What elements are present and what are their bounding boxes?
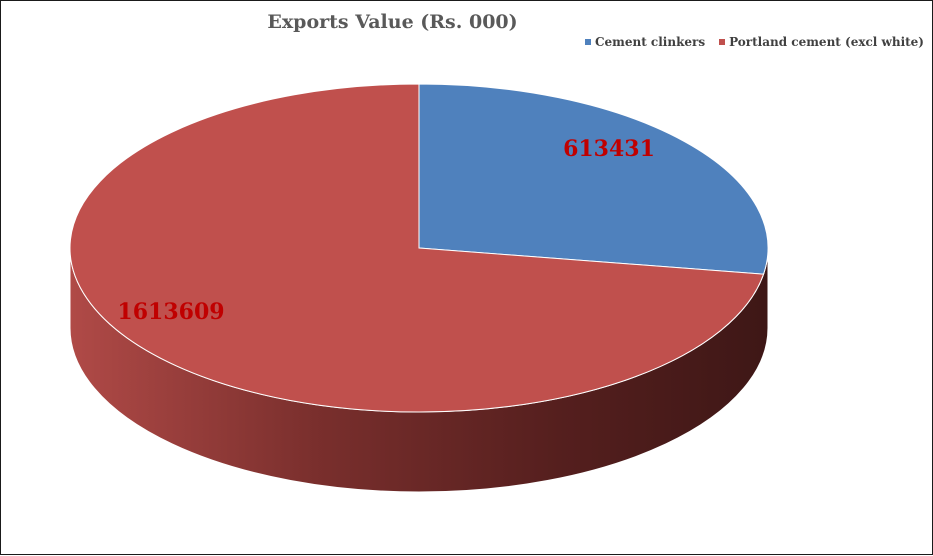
- pie-slice-portland-cement: [69, 83, 765, 413]
- chart-title: Exports Value (Rs. 000): [267, 11, 518, 33]
- legend: Cement clinkers Portland cement (excl wh…: [584, 35, 924, 49]
- legend-item-portland-cement: Portland cement (excl white): [719, 35, 924, 49]
- legend-swatch-portland-cement: [719, 39, 726, 45]
- pie-slice-cement-clinkers: [418, 83, 769, 275]
- legend-label-portland-cement: Portland cement (excl white): [729, 35, 924, 49]
- legend-label-cement-clinkers: Cement clinkers: [594, 35, 706, 49]
- data-label-cement-clinkers: 613431: [563, 136, 655, 162]
- legend-item-cement-clinkers: Cement clinkers: [584, 35, 706, 49]
- data-label-portland-cement: 1613609: [117, 299, 224, 325]
- legend-swatch-cement-clinkers: [584, 39, 591, 45]
